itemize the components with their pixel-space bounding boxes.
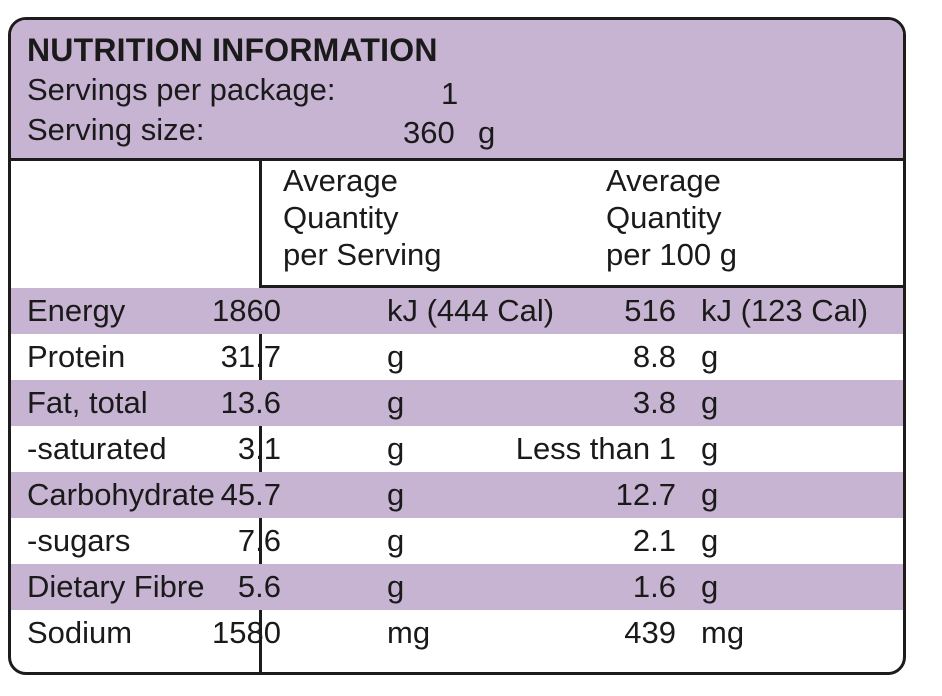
per-serving-value: 13.6 bbox=[220, 385, 281, 420]
table-row-protein: Protein 31.7 g 8.8 g bbox=[11, 334, 903, 380]
per-serving-value: 31.7 bbox=[220, 339, 281, 374]
serving-size-label: Serving size: bbox=[27, 112, 205, 147]
per-100g-unit: g bbox=[701, 339, 719, 374]
column-header-line: per Serving bbox=[283, 237, 442, 272]
nutrient-name: Protein bbox=[27, 339, 126, 374]
column-header-per-100g: Average Quantity per 100 g bbox=[606, 162, 737, 273]
nutrient-name: Fat, total bbox=[27, 385, 148, 420]
nutrient-name: Dietary Fibre bbox=[27, 569, 205, 604]
header-separator bbox=[259, 285, 903, 288]
column-header-line: Quantity bbox=[606, 200, 722, 235]
per-100g-value: Less than 1 bbox=[515, 431, 676, 466]
table-row-fat-total: Fat, total 13.6 g 3.8 g bbox=[11, 380, 903, 426]
column-header-line: Average bbox=[606, 163, 721, 198]
column-header-line: per 100 g bbox=[606, 237, 737, 272]
per-100g-unit: g bbox=[701, 477, 719, 512]
per-serving-unit: g bbox=[387, 339, 405, 374]
per-100g-unit: kJ (123 Cal) bbox=[701, 293, 869, 328]
per-100g-unit: g bbox=[701, 523, 719, 558]
table-row-dietary-fibre: Dietary Fibre 5.6 g 1.6 g bbox=[11, 564, 903, 610]
servings-label: Servings per package: bbox=[27, 72, 336, 107]
nutrient-name: Sodium bbox=[27, 615, 133, 650]
table-row-sodium: Sodium 1580 mg 439 mg bbox=[11, 610, 903, 656]
column-header-per-serving: Average Quantity per Serving bbox=[283, 162, 442, 273]
nutrition-panel: NUTRITION INFORMATION Servings per packa… bbox=[8, 17, 906, 675]
per-100g-unit: g bbox=[701, 385, 719, 420]
serving-size-value: 360 bbox=[403, 115, 455, 150]
per-serving-value: 5.6 bbox=[237, 569, 281, 604]
per-serving-value: 3.1 bbox=[237, 431, 281, 466]
per-serving-unit: kJ (444 Cal) bbox=[387, 293, 555, 328]
nutrient-name: Carbohydrate bbox=[27, 477, 215, 512]
table-row-sugars: -sugars 7.6 g 2.1 g bbox=[11, 518, 903, 564]
nutrient-name: Energy bbox=[27, 293, 126, 328]
per-serving-value: 7.6 bbox=[237, 523, 281, 558]
per-serving-unit: g bbox=[387, 385, 405, 420]
serving-size-unit: g bbox=[478, 115, 496, 150]
per-100g-value: 12.7 bbox=[615, 477, 676, 512]
nutrient-name: -saturated bbox=[27, 431, 167, 466]
per-serving-value: 1580 bbox=[212, 615, 281, 650]
column-header-line: Quantity bbox=[283, 200, 399, 235]
per-serving-unit: g bbox=[387, 477, 405, 512]
per-serving-value: 45.7 bbox=[220, 477, 281, 512]
panel-title: NUTRITION INFORMATION bbox=[27, 32, 438, 68]
table-row-saturated: -saturated 3.1 g Less than 1 g bbox=[11, 426, 903, 472]
per-100g-value: 1.6 bbox=[632, 569, 676, 604]
column-header-line: Average bbox=[283, 163, 398, 198]
per-100g-unit: mg bbox=[701, 615, 745, 650]
per-100g-value: 2.1 bbox=[632, 523, 676, 558]
nutrient-name: -sugars bbox=[27, 523, 131, 558]
table-row-carbohydrate: Carbohydrate 45.7 g 12.7 g bbox=[11, 472, 903, 518]
servings-value: 1 bbox=[441, 76, 459, 111]
per-serving-unit: g bbox=[387, 569, 405, 604]
per-100g-unit: g bbox=[701, 431, 719, 466]
table-row-energy: Energy 1860 kJ (444 Cal) 516 kJ (123 Cal… bbox=[11, 288, 903, 334]
panel-header: NUTRITION INFORMATION Servings per packa… bbox=[11, 20, 903, 161]
per-serving-unit: g bbox=[387, 431, 405, 466]
per-serving-value: 1860 bbox=[212, 293, 281, 328]
per-100g-unit: g bbox=[701, 569, 719, 604]
per-100g-value: 8.8 bbox=[632, 339, 676, 374]
per-100g-value: 439 bbox=[624, 615, 676, 650]
per-100g-value: 516 bbox=[624, 293, 676, 328]
per-serving-unit: g bbox=[387, 523, 405, 558]
per-100g-value: 3.8 bbox=[632, 385, 676, 420]
per-serving-unit: mg bbox=[387, 615, 431, 650]
